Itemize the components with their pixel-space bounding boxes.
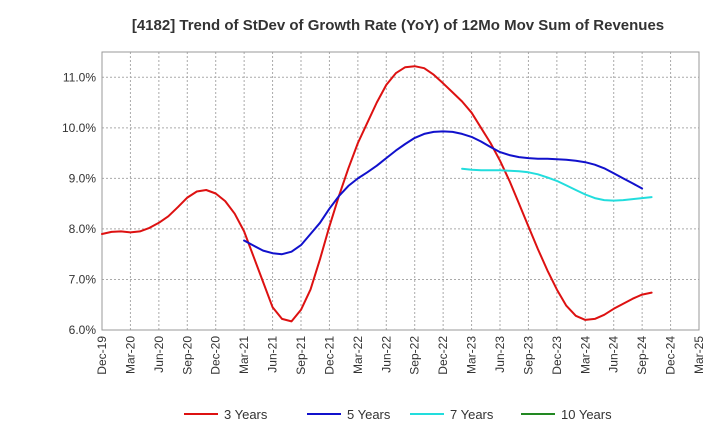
y-tick-label: 8.0% xyxy=(69,222,97,236)
x-tick-label: Jun-22 xyxy=(379,336,393,373)
y-tick-label: 7.0% xyxy=(69,272,97,286)
grid xyxy=(101,52,700,331)
legend: 3 Years 5 Years 7 Years 10 Years xyxy=(184,407,612,422)
x-tick-label: Mar-23 xyxy=(465,336,479,374)
x-axis: Dec-19 Mar-20 Jun-20 Sep-20 Dec-20 Mar-21 Jun-… xyxy=(95,336,706,375)
legend-label-10-years: 10 Years xyxy=(561,407,612,422)
x-tick-label: Dec-22 xyxy=(436,336,450,375)
x-tick-label: Jun-20 xyxy=(152,336,166,373)
x-tick-label: Dec-21 xyxy=(322,336,336,375)
x-tick-label: Mar-22 xyxy=(351,336,365,374)
x-tick-label: Sep-21 xyxy=(294,336,308,375)
x-tick-label: Jun-24 xyxy=(607,336,621,373)
x-tick-label: Sep-20 xyxy=(180,336,194,375)
legend-label-3-years: 3 Years xyxy=(224,407,268,422)
x-tick-label: Dec-23 xyxy=(550,336,564,375)
y-tick-label: 11.0% xyxy=(63,70,96,84)
series-line-7-years xyxy=(461,167,653,202)
series-line-3-years xyxy=(101,65,653,323)
x-tick-label: Dec-19 xyxy=(95,336,109,375)
y-tick-label: 9.0% xyxy=(69,171,97,185)
y-axis: 6.0% 7.0% 8.0% 9.0% 10.0% 11.0% xyxy=(62,70,96,337)
series-line-5-years xyxy=(243,130,644,256)
x-tick-label: Dec-24 xyxy=(664,336,678,375)
y-tick-label: 10.0% xyxy=(62,121,96,135)
legend-label-7-years: 7 Years xyxy=(450,407,494,422)
x-tick-label: Sep-22 xyxy=(408,336,422,375)
x-tick-label: Jun-23 xyxy=(493,336,507,373)
x-tick-label: Sep-24 xyxy=(635,336,649,375)
x-tick-label: Mar-25 xyxy=(692,336,706,374)
series-layer xyxy=(101,65,653,323)
y-tick-label: 6.0% xyxy=(69,323,97,337)
x-tick-label: Sep-23 xyxy=(521,336,535,375)
x-tick-label: Dec-20 xyxy=(209,336,223,375)
x-tick-label: Mar-20 xyxy=(123,336,137,374)
x-tick-label: Mar-24 xyxy=(578,336,592,374)
chart-title: [4182] Trend of StDev of Growth Rate (Yo… xyxy=(132,17,664,34)
x-tick-label: Mar-21 xyxy=(237,336,251,374)
x-tick-label: Jun-21 xyxy=(266,336,280,373)
plot-area-border xyxy=(101,51,700,331)
legend-label-5-years: 5 Years xyxy=(347,407,391,422)
